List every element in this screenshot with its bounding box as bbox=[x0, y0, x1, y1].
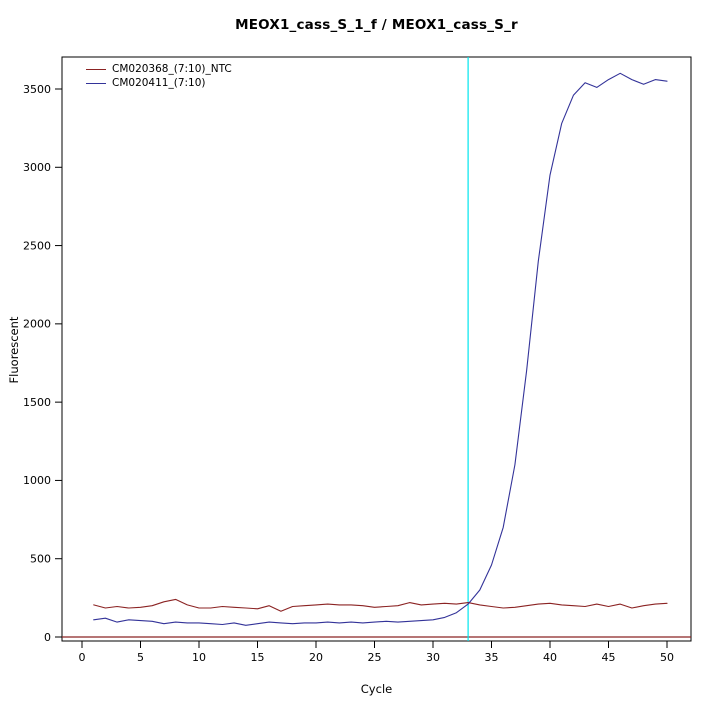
legend-label: CM020411_(7:10) bbox=[112, 77, 206, 89]
y-axis-title: Fluorescent bbox=[7, 316, 21, 384]
y-tick-label: 2500 bbox=[23, 239, 51, 252]
x-tick-label: 15 bbox=[251, 651, 265, 664]
x-tick-label: 40 bbox=[543, 651, 557, 664]
y-tick-label: 0 bbox=[44, 631, 51, 644]
y-tick-label: 1000 bbox=[23, 474, 51, 487]
legend-line-swatch bbox=[86, 69, 106, 70]
legend-line-swatch bbox=[86, 83, 106, 84]
x-tick-label: 50 bbox=[660, 651, 674, 664]
x-tick-label: 30 bbox=[426, 651, 440, 664]
plot-border bbox=[61, 56, 692, 642]
x-axis-title: Cycle bbox=[360, 682, 393, 696]
series-line-ntc bbox=[93, 598, 668, 612]
legend-item-sample: CM020411_(7:10) bbox=[86, 78, 232, 89]
y-tick-label: 3000 bbox=[23, 161, 51, 174]
y-tick-label: 500 bbox=[30, 553, 51, 566]
x-tick-label: 20 bbox=[309, 651, 323, 664]
x-tick-label: 0 bbox=[79, 651, 86, 664]
x-tick-label: 35 bbox=[485, 651, 499, 664]
y-tick-label: 3500 bbox=[23, 83, 51, 96]
x-tick-label: 45 bbox=[602, 651, 616, 664]
legend: CM020368_(7:10)_NTC CM020411_(7:10) bbox=[86, 64, 232, 89]
series-line-sample bbox=[93, 72, 668, 626]
y-tick-label: 2000 bbox=[23, 318, 51, 331]
x-tick-label: 10 bbox=[192, 651, 206, 664]
x-tick-label: 25 bbox=[368, 651, 382, 664]
chart-title: MEOX1_cass_S_1_f / MEOX1_cass_S_r bbox=[235, 17, 518, 33]
x-tick-label: 5 bbox=[137, 651, 144, 664]
legend-item-ntc: CM020368_(7:10)_NTC bbox=[86, 64, 232, 75]
legend-label: CM020368_(7:10)_NTC bbox=[112, 63, 232, 75]
y-tick-label: 1500 bbox=[23, 396, 51, 409]
